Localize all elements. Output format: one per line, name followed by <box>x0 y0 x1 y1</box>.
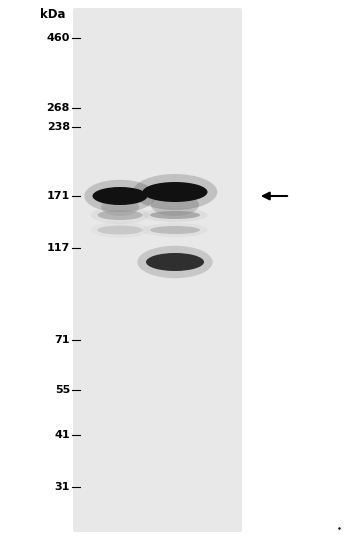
Ellipse shape <box>91 206 149 224</box>
Ellipse shape <box>143 208 207 222</box>
FancyBboxPatch shape <box>73 8 242 532</box>
Ellipse shape <box>93 187 147 205</box>
Text: 460: 460 <box>47 33 70 43</box>
Text: 55: 55 <box>55 385 70 395</box>
Ellipse shape <box>133 174 217 210</box>
Ellipse shape <box>151 194 199 216</box>
Ellipse shape <box>98 226 143 234</box>
Ellipse shape <box>146 253 204 271</box>
Ellipse shape <box>143 182 207 202</box>
Text: 171: 171 <box>47 191 70 201</box>
Ellipse shape <box>91 222 149 238</box>
Ellipse shape <box>150 211 200 219</box>
Ellipse shape <box>150 226 200 234</box>
Ellipse shape <box>143 223 207 237</box>
Text: 41: 41 <box>54 430 70 440</box>
Text: 238: 238 <box>47 122 70 132</box>
Text: kDa: kDa <box>40 8 66 21</box>
Text: 71: 71 <box>54 335 70 345</box>
Text: 117: 117 <box>47 243 70 253</box>
Ellipse shape <box>98 210 143 220</box>
Ellipse shape <box>84 180 156 212</box>
Ellipse shape <box>101 198 139 216</box>
Text: 31: 31 <box>55 482 70 492</box>
Ellipse shape <box>137 246 213 278</box>
Text: 268: 268 <box>47 103 70 113</box>
